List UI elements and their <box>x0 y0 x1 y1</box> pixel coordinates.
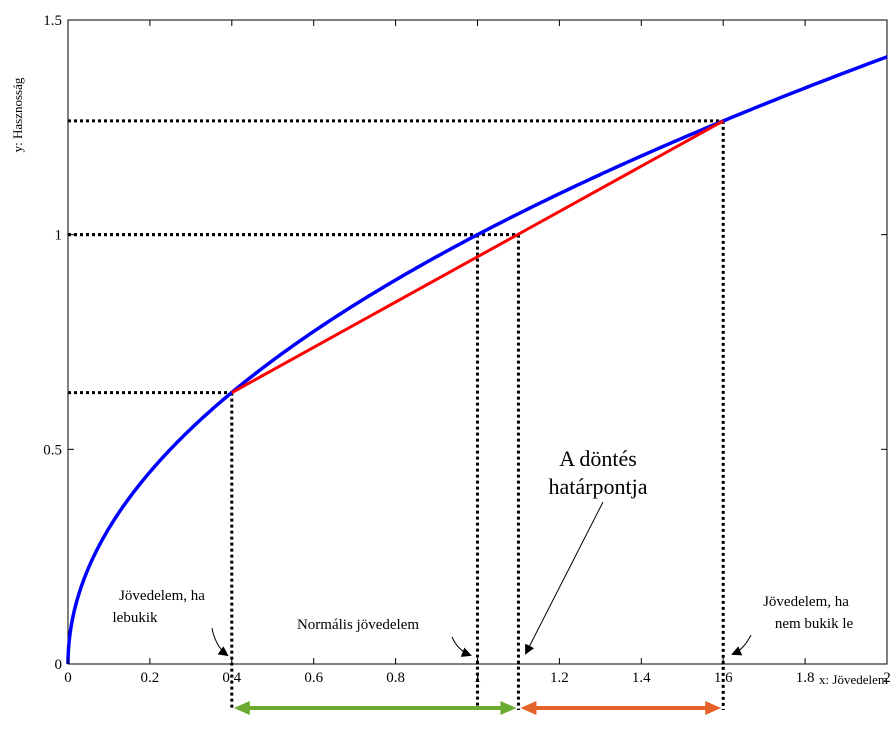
x-tick-label: 2 <box>883 670 891 686</box>
x-tick-label: 0 <box>64 670 72 686</box>
annotation-not-caught-line2: nem bukik le <box>775 616 854 632</box>
x-tick-label: 0.4 <box>222 670 241 686</box>
annotation-caught-line1: Jövedelem, ha <box>119 588 205 604</box>
annotation-not-caught: Jövedelem, ha nem bukik le <box>731 594 854 656</box>
annotation-decision-line2: határpontja <box>549 474 648 499</box>
x-tick-label: 1.4 <box>632 670 651 686</box>
y-tick-label: 0 <box>55 657 63 673</box>
x-tick-label: 1.6 <box>714 670 733 686</box>
annotation-caught-line2: lebukik <box>113 610 158 626</box>
annotation-normal-text: Normális jövedelem <box>297 617 419 633</box>
range-arrow-head-left <box>520 701 537 715</box>
x-tick-label: 0.6 <box>304 670 323 686</box>
curves <box>66 55 888 665</box>
annotation-caught: Jövedelem, ha lebukik <box>113 588 229 657</box>
range-arrow-1 <box>520 701 722 715</box>
y-axis-label: y: Hasznosság <box>10 77 25 152</box>
range-arrow-head-right <box>500 701 517 715</box>
annotation-decision: A döntés határpontja <box>525 446 648 655</box>
expected-utility-line <box>231 119 724 394</box>
x-tick-label: 1.8 <box>796 670 815 686</box>
annotation-not-caught-arrow <box>731 634 752 656</box>
annotation-normal: Normális jövedelem <box>297 617 472 657</box>
annotation-caught-arrow <box>211 627 229 657</box>
range-arrow-head-right <box>705 701 722 715</box>
annotation-decision-arrow <box>525 501 604 655</box>
x-axis-label: x: Jövedelem <box>819 672 888 687</box>
utility-curve <box>66 55 888 665</box>
range-arrow-0 <box>233 701 517 715</box>
x-tick-label: 0.8 <box>386 670 405 686</box>
axis-ticks: 0 0.2 0.4 0.6 0.8 1 1.2 1.4 1.6 1.8 2 0 0.5 1 1.5 <box>43 13 891 686</box>
range-arrow-head-left <box>233 701 250 715</box>
y-tick-label: 0.5 <box>43 442 62 458</box>
annotation-normal-arrow <box>451 636 472 657</box>
annotation-decision-line1: A döntés <box>559 446 637 471</box>
x-tick-label: 1 <box>474 670 482 686</box>
x-tick-label: 0.2 <box>141 670 160 686</box>
y-tick-label: 1 <box>55 228 63 244</box>
y-tick-label: 1.5 <box>43 13 62 29</box>
x-tick-label: 1.2 <box>550 670 569 686</box>
range-arrows <box>233 701 722 715</box>
guide-lines <box>68 119 725 710</box>
annotation-not-caught-line1: Jövedelem, ha <box>763 594 849 610</box>
